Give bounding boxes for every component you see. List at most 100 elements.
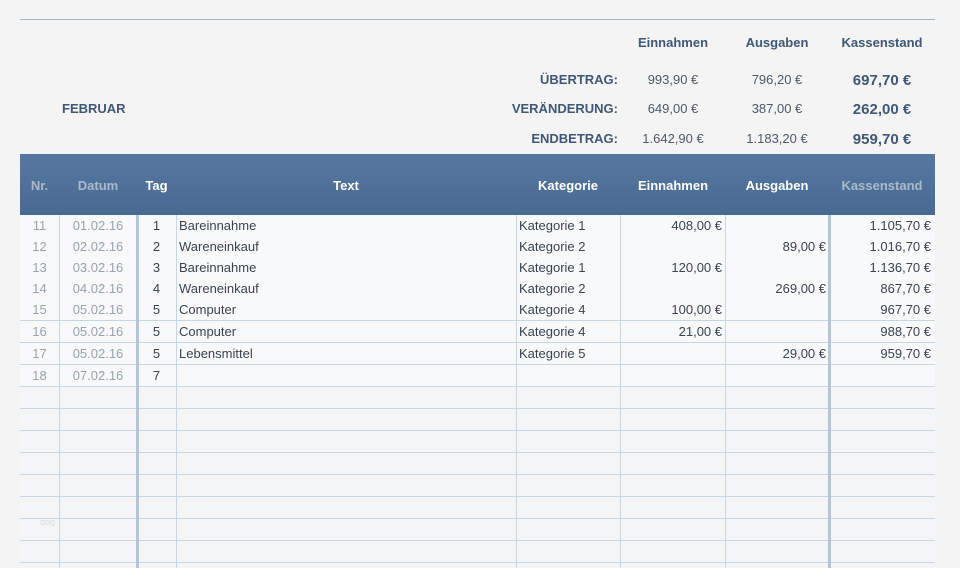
cell-kassenstand <box>830 365 931 386</box>
cell-text: Lebensmittel <box>179 346 253 361</box>
cell-nr: 13 <box>32 260 47 275</box>
cell-tag: 2 <box>152 239 161 254</box>
cell-ausgaben <box>725 299 826 320</box>
table-row-empty[interactable] <box>20 475 935 497</box>
table-row[interactable]: 17 05.02.16 5 Lebensmittel Kategorie 5 2… <box>20 343 935 365</box>
table-row[interactable]: 11 01.02.16 1 Bareinnahme Kategorie 1 40… <box>20 215 935 237</box>
cell-datum: 07.02.16 <box>72 368 124 383</box>
cell-datum: 04.02.16 <box>72 281 124 296</box>
col-header-kassenstand: Kassenstand <box>841 178 923 193</box>
column-divider <box>59 215 60 568</box>
cell-kategorie <box>519 365 619 386</box>
cell-ausgaben <box>725 257 826 278</box>
cell-nr: 14 <box>32 281 47 296</box>
table-row-empty[interactable] <box>20 453 935 475</box>
summary-balance-value: 262,00 € <box>852 101 912 118</box>
cell-text: Bareinnahme <box>179 218 257 233</box>
cell-datum: 05.02.16 <box>72 346 124 361</box>
col-header-datum: Datum <box>77 178 119 193</box>
summary-expenses-value: 796,20 € <box>751 72 803 87</box>
cell-datum: 05.02.16 <box>72 324 124 339</box>
summary-income-value: 1.642,90 € <box>642 131 704 146</box>
summary-header-balance: Kassenstand <box>841 35 923 50</box>
cell-kassenstand: 1.016,70 € <box>869 239 931 254</box>
cell-ausgaben <box>725 321 826 342</box>
table-row[interactable]: 18 07.02.16 7 <box>20 365 935 387</box>
cell-tag: 1 <box>152 218 161 233</box>
col-header-tag: Tag <box>145 178 168 193</box>
column-divider <box>516 215 517 568</box>
table-row[interactable]: 13 03.02.16 3 Bareinnahme Kategorie 1 12… <box>20 257 935 279</box>
cell-nr: 12 <box>32 239 47 254</box>
cell-ausgaben <box>725 365 826 386</box>
cell-kategorie: Kategorie 1 <box>519 218 586 233</box>
summary-header-income: Einnahmen <box>637 35 709 50</box>
summary-label: ENDBETRAG: <box>531 131 618 146</box>
cell-einnahmen: 21,00 € <box>678 324 722 339</box>
cell-tag: 5 <box>152 302 161 317</box>
cell-tag: 5 <box>152 346 161 361</box>
cell-datum: 03.02.16 <box>72 260 124 275</box>
cell-text: Computer <box>179 324 237 339</box>
cell-kassenstand: 1.136,70 € <box>869 260 931 275</box>
column-divider <box>136 215 139 568</box>
cell-kassenstand: 959,70 € <box>880 346 931 361</box>
cell-kategorie: Kategorie 4 <box>519 302 586 317</box>
table-row[interactable]: 15 05.02.16 5 Computer Kategorie 4 100,0… <box>20 299 935 321</box>
cell-datum: 02.02.16 <box>72 239 124 254</box>
cell-nr: 17 <box>32 346 47 361</box>
cell-kategorie: Kategorie 2 <box>519 281 586 296</box>
table-row[interactable]: 12 02.02.16 2 Wareneinkauf Kategorie 2 8… <box>20 236 935 258</box>
cell-einnahmen <box>620 236 722 257</box>
cell-text: Bareinnahme <box>179 260 257 275</box>
col-header-einnahmen: Einnahmen <box>637 178 709 193</box>
summary-balance-value: 697,70 € <box>852 72 912 89</box>
column-divider <box>176 215 177 568</box>
cell-text: Computer <box>179 302 237 317</box>
col-header-kategorie: Kategorie <box>538 178 598 193</box>
month-label: FEBRUAR <box>62 101 126 116</box>
cell-nr: 11 <box>32 218 47 233</box>
cell-nr: 15 <box>32 302 47 317</box>
cell-einnahmen <box>620 343 722 364</box>
table-row-empty[interactable] <box>20 409 935 431</box>
cell-nr: 18 <box>32 368 47 383</box>
watermark: dog <box>40 517 56 527</box>
cell-tag: 7 <box>152 368 161 383</box>
table-row-empty[interactable] <box>20 541 935 563</box>
summary-header-expenses: Ausgaben <box>745 35 809 50</box>
cell-text <box>179 365 513 386</box>
cell-einnahmen <box>620 278 722 299</box>
col-header-text: Text <box>333 178 359 193</box>
table-row[interactable]: 14 04.02.16 4 Wareneinkauf Kategorie 2 2… <box>20 278 935 300</box>
cell-tag: 4 <box>152 281 161 296</box>
table-row-empty[interactable] <box>20 387 935 409</box>
cell-kategorie: Kategorie 2 <box>519 239 586 254</box>
cell-kassenstand: 867,70 € <box>880 281 931 296</box>
summary-label: VERÄNDERUNG: <box>511 101 618 116</box>
table-row-empty[interactable] <box>20 497 935 519</box>
cell-ausgaben: 29,00 € <box>782 346 826 361</box>
cell-ausgaben: 89,00 € <box>782 239 826 254</box>
cell-tag: 3 <box>152 260 161 275</box>
summary-income-value: 649,00 € <box>647 101 699 116</box>
summary-label: ÜBERTRAG: <box>540 72 618 87</box>
cell-kategorie: Kategorie 5 <box>519 346 586 361</box>
column-divider <box>725 215 726 568</box>
table-header: Nr. Datum Tag Text Kategorie Einnahmen A… <box>20 154 935 215</box>
cell-text: Wareneinkauf <box>179 239 259 254</box>
col-header-ausgaben: Ausgaben <box>745 178 809 193</box>
table-row-empty[interactable] <box>20 431 935 453</box>
table-row[interactable]: 16 05.02.16 5 Computer Kategorie 4 21,00… <box>20 321 935 343</box>
cash-book-table: Nr. Datum Tag Text Kategorie Einnahmen A… <box>20 154 935 568</box>
cell-kassenstand: 988,70 € <box>880 324 931 339</box>
cell-kategorie: Kategorie 1 <box>519 260 586 275</box>
cell-einnahmen: 120,00 € <box>671 260 722 275</box>
top-divider <box>20 19 935 20</box>
cell-text: Wareneinkauf <box>179 281 259 296</box>
cell-datum: 05.02.16 <box>72 302 124 317</box>
summary-income-value: 993,90 € <box>647 72 699 87</box>
table-row-empty[interactable] <box>20 519 935 541</box>
table-body: 11 01.02.16 1 Bareinnahme Kategorie 1 40… <box>20 215 935 568</box>
summary-expenses-value: 1.183,20 € <box>746 131 808 146</box>
